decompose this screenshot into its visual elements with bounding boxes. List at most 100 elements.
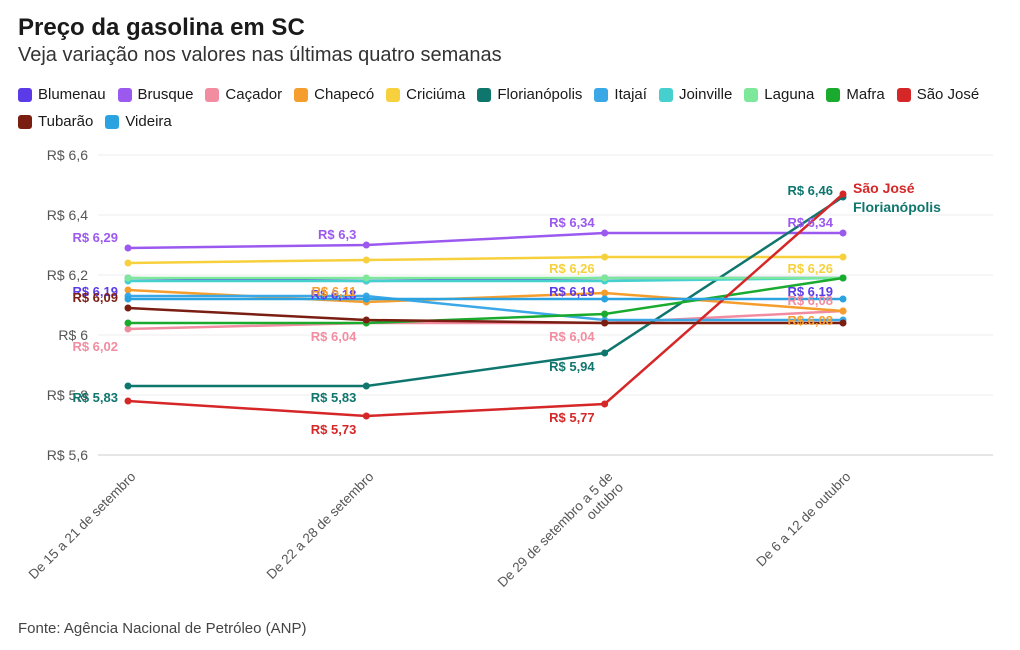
series-point: [601, 230, 608, 237]
legend-swatch: [897, 88, 911, 102]
legend-swatch: [477, 88, 491, 102]
point-label: R$ 6,26: [535, 261, 595, 276]
legend-label: Florianópolis: [497, 83, 582, 107]
legend-swatch: [594, 88, 608, 102]
y-tick-label: R$ 6,2: [18, 267, 88, 283]
series-point: [601, 254, 608, 261]
point-label: R$ 6,26: [773, 261, 833, 276]
point-label: R$ 5,73: [296, 422, 356, 437]
series-point: [363, 413, 370, 420]
point-label: R$ 5,77: [535, 410, 595, 425]
legend-item: Videira: [105, 110, 171, 134]
legend-item: Blumenau: [18, 83, 106, 107]
legend-label: Criciúma: [406, 83, 465, 107]
series-point: [125, 320, 132, 327]
series-point: [363, 317, 370, 324]
point-label: R$ 6,46: [773, 183, 833, 198]
series-point: [363, 383, 370, 390]
series-point: [125, 287, 132, 294]
series-point: [125, 245, 132, 252]
legend-item: Chapecó: [294, 83, 374, 107]
legend-label: Videira: [125, 110, 171, 134]
y-tick-label: R$ 6,6: [18, 147, 88, 163]
legend-swatch: [205, 88, 219, 102]
series-point: [125, 296, 132, 303]
point-label: R$ 5,83: [58, 390, 118, 405]
legend-label: Mafra: [846, 83, 884, 107]
series-point: [363, 275, 370, 282]
series-point: [840, 308, 847, 315]
legend-swatch: [105, 115, 119, 129]
series-point: [363, 242, 370, 249]
series-point: [601, 311, 608, 318]
point-label: R$ 6,11: [296, 284, 356, 299]
legend-swatch: [294, 88, 308, 102]
legend-swatch: [659, 88, 673, 102]
series-point: [363, 257, 370, 264]
series-point: [840, 230, 847, 237]
series-point: [840, 254, 847, 261]
point-label: R$.6,08: [773, 313, 833, 328]
legend-swatch: [18, 115, 32, 129]
legend-item: Criciúma: [386, 83, 465, 107]
legend-label: Chapecó: [314, 83, 374, 107]
legend-swatch: [18, 88, 32, 102]
legend-item: Caçador: [205, 83, 282, 107]
point-label: R$ 6,34: [773, 215, 833, 230]
chart-area: R$ 5,6R$ 5,8R$ 6R$ 6,2R$ 6,4R$ 6,6De 15 …: [18, 145, 998, 480]
point-label: R$ 6,3: [296, 227, 356, 242]
series-line: [128, 197, 843, 386]
line-chart-svg: [18, 145, 998, 480]
legend-item: Joinville: [659, 83, 732, 107]
legend-label: Blumenau: [38, 83, 106, 107]
legend-label: Brusque: [138, 83, 194, 107]
legend-item: Brusque: [118, 83, 194, 107]
point-label: R$ 6,04: [296, 329, 356, 344]
series-point: [840, 320, 847, 327]
series-point: [840, 191, 847, 198]
series-point: [601, 401, 608, 408]
point-label: R$ 6,04: [535, 329, 595, 344]
legend-label: Itajaí: [614, 83, 647, 107]
series-point: [125, 260, 132, 267]
series-point: [601, 290, 608, 297]
legend-item: Laguna: [744, 83, 814, 107]
series-point: [840, 275, 847, 282]
y-tick-label: R$ 6,4: [18, 207, 88, 223]
point-label: R$ 6,08: [773, 293, 833, 308]
point-label: R$ 5,83: [296, 390, 356, 405]
legend-item: Florianópolis: [477, 83, 582, 107]
series-point: [125, 275, 132, 282]
legend-swatch: [118, 88, 132, 102]
series-line: [128, 194, 843, 416]
point-label: R$ 6,02: [58, 339, 118, 354]
series-point: [125, 305, 132, 312]
legend-swatch: [744, 88, 758, 102]
legend-item: Tubarão: [18, 110, 93, 134]
series-point: [601, 296, 608, 303]
legend-swatch: [386, 88, 400, 102]
series-point: [363, 296, 370, 303]
y-tick-label: R$ 5,6: [18, 447, 88, 463]
point-label: R$ 6,19: [535, 284, 595, 299]
legend-label: Tubarão: [38, 110, 93, 134]
point-label: R$ 6,09: [58, 290, 118, 305]
legend-label: Laguna: [764, 83, 814, 107]
series-line: [128, 257, 843, 263]
chart-title: Preço da gasolina em SC: [18, 14, 1002, 42]
legend: Blumenau Brusque Caçador Chapecó Criciúma Flo…: [18, 83, 1002, 137]
legend-label: São José: [917, 83, 980, 107]
legend-item: Itajaí: [594, 83, 647, 107]
series-point: [125, 383, 132, 390]
chart-subtitle: Veja variação nos valores nas últimas qu…: [18, 44, 1002, 67]
series-end-label: São José: [853, 180, 914, 196]
point-label: R$ 5,94: [535, 359, 595, 374]
legend-item: São José: [897, 83, 980, 107]
legend-label: Joinville: [679, 83, 732, 107]
legend-label: Caçador: [225, 83, 282, 107]
series-point: [840, 296, 847, 303]
legend-swatch: [826, 88, 840, 102]
point-label: R$ 6,34: [535, 215, 595, 230]
series-line: [128, 233, 843, 248]
series-point: [601, 275, 608, 282]
